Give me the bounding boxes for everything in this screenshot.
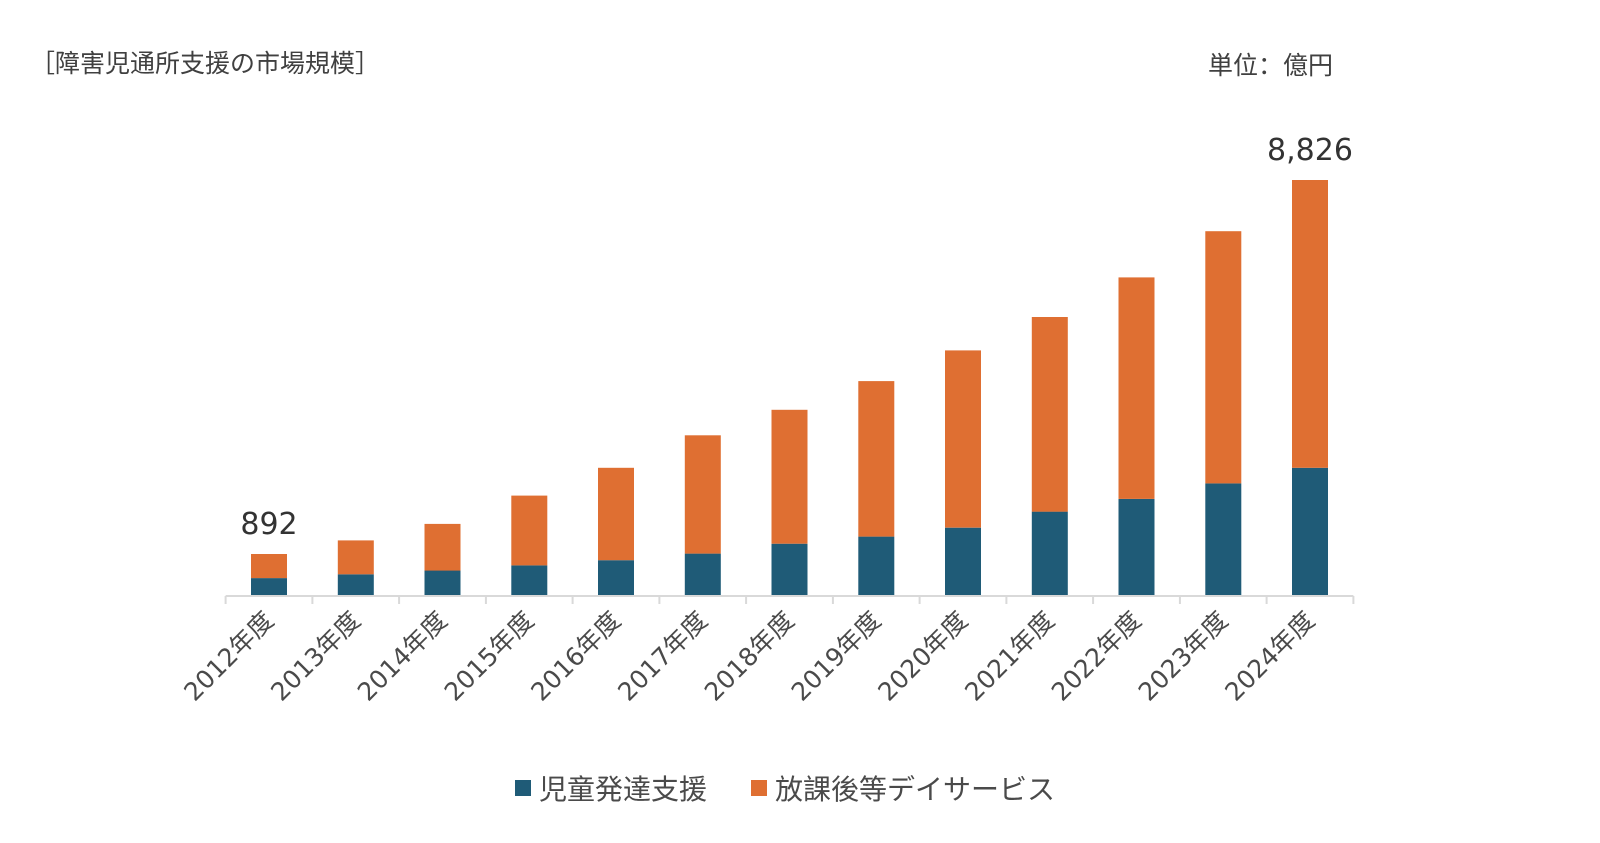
x-tick-label: 2017年度 <box>612 606 713 707</box>
bar-segment-series-1 <box>511 565 548 596</box>
x-tick-label: 2023年度 <box>1133 606 1234 707</box>
bar-segment-series-1 <box>858 536 895 596</box>
legend-swatch-series-2 <box>751 780 767 796</box>
data-label: 892 <box>240 507 297 542</box>
unit-label: 単位：億円 <box>1208 51 1334 80</box>
legend-label-series-1: 児童発達支援 <box>538 773 707 806</box>
x-tick-label: 2012年度 <box>178 606 279 707</box>
x-tick-label: 2019年度 <box>786 606 887 707</box>
bar-segment-series-2 <box>251 554 287 579</box>
bar-segment-series-1 <box>684 553 721 596</box>
x-axis: 2012年度2013年度2014年度2015年度2016年度2017年度2018… <box>178 595 1355 707</box>
x-tick-label: 2015年度 <box>439 606 540 707</box>
x-tick-label: 2013年度 <box>265 606 366 707</box>
bar-segment-series-2 <box>1292 180 1328 468</box>
bar-segment-series-2 <box>1118 277 1155 499</box>
legend: 児童発達支援 放課後等デイサービス <box>0 768 1570 808</box>
legend-item-series-1: 児童発達支援 <box>514 768 707 808</box>
x-tick-label: 2024年度 <box>1219 606 1320 707</box>
bar-segment-series-1 <box>1292 467 1328 596</box>
legend-swatch-series-1 <box>514 780 531 796</box>
chart-title: ［障害児通所支援の市場規模］ <box>30 49 381 78</box>
bar-segment-series-2 <box>771 409 808 544</box>
bars-layer <box>251 180 1328 596</box>
bar-segment-series-2 <box>511 495 548 566</box>
bar-segment-series-1 <box>337 574 374 596</box>
legend-item-series-2: 放課後等デイサービス <box>751 768 1055 808</box>
legend-label-series-2: 放課後等デイサービス <box>775 773 1056 806</box>
bar-segment-series-1 <box>1205 483 1242 596</box>
bar-segment-series-1 <box>598 560 634 596</box>
bar-segment-series-2 <box>1031 317 1068 512</box>
bar-segment-series-1 <box>424 570 461 596</box>
x-tick-label: 2016年度 <box>525 606 626 707</box>
bar-segment-series-1 <box>1031 511 1068 596</box>
bar-segment-series-1 <box>945 527 981 596</box>
bar-segment-series-2 <box>337 540 374 575</box>
bar-segment-series-1 <box>251 578 287 596</box>
bar-segment-series-2 <box>945 350 981 528</box>
bar-segment-series-2 <box>598 467 634 561</box>
labels-layer: 892 8,826 <box>240 133 1353 542</box>
x-tick-label: 2018年度 <box>699 606 800 707</box>
bar-segment-series-2 <box>1205 231 1242 484</box>
x-tick-label: 2022年度 <box>1046 606 1147 707</box>
bar-segment-series-2 <box>424 523 461 571</box>
x-tick-label: 2021年度 <box>959 606 1060 707</box>
bar-segment-series-1 <box>771 543 808 596</box>
bar-segment-series-2 <box>858 381 895 537</box>
bar-segment-series-1 <box>1118 498 1155 596</box>
x-tick-label: 2020年度 <box>872 606 973 707</box>
bar-segment-series-2 <box>684 435 721 554</box>
x-tick-label: 2014年度 <box>352 606 453 707</box>
data-label: 8,826 <box>1267 133 1353 168</box>
